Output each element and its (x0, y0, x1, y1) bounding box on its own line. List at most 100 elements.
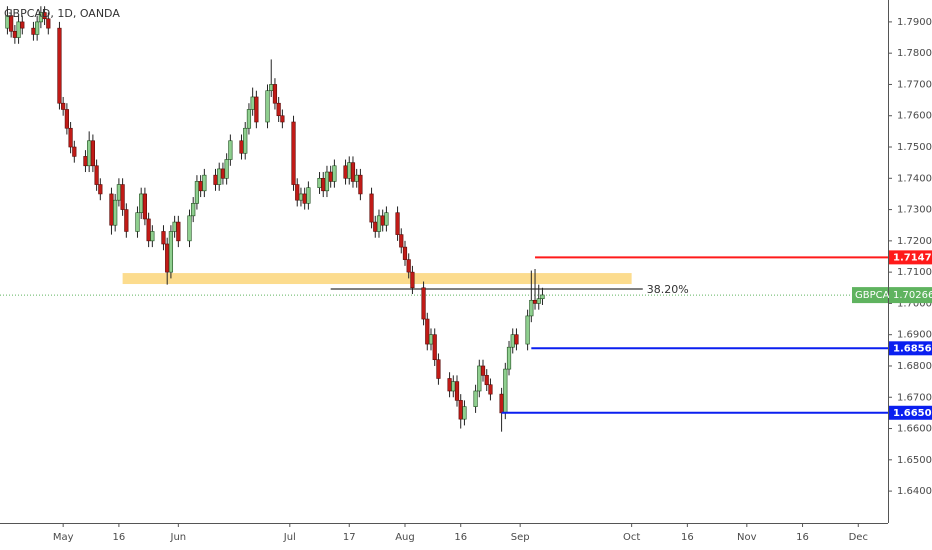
x-tick-label: 16 (113, 532, 126, 543)
candle-body (488, 384, 493, 395)
level-label: 1.68565 (893, 343, 932, 354)
candle-body (113, 199, 118, 226)
candle-body (250, 96, 255, 110)
x-tick-label: Jul (283, 532, 296, 543)
candle-body (142, 193, 148, 220)
candle-body (265, 90, 270, 123)
candle-body (454, 381, 460, 401)
candle-body (64, 109, 69, 129)
candle-body (358, 174, 363, 195)
candle-body (480, 365, 486, 376)
candle-body (228, 140, 233, 160)
candle-body (35, 21, 40, 35)
candle-body (139, 193, 144, 214)
candle-body (436, 359, 441, 379)
candle-body (380, 215, 385, 226)
candle-body (347, 162, 352, 179)
candle-body (324, 171, 330, 192)
level-tag (889, 250, 932, 265)
candle-body (213, 174, 218, 185)
candle-body (451, 381, 456, 392)
plot: 38.20% GBPCAD (0, 6, 897, 432)
x-tick-label: 17 (343, 532, 356, 543)
candle-body (306, 187, 311, 204)
candle-body (187, 215, 192, 242)
candle-body (302, 193, 307, 204)
candle-body (135, 212, 140, 232)
candle-body (116, 184, 121, 201)
candle-body (503, 368, 508, 414)
candle-body (298, 193, 304, 201)
candle-body (87, 140, 92, 167)
y-tick-label: 1.72000 (897, 236, 932, 247)
level-label: 1.71472 (893, 252, 932, 263)
x-tick-label: 16 (454, 532, 467, 543)
candle-body (254, 96, 259, 123)
y-tick-label: 1.64000 (897, 486, 932, 497)
chart-title: GBPCAD, 1D, OANDA (4, 7, 120, 20)
candle-body (328, 171, 333, 182)
candle-body (499, 393, 504, 414)
candle-body (317, 177, 322, 188)
candle-body (291, 121, 296, 185)
level-label: 1.66504 (893, 408, 932, 419)
candle-body (477, 365, 482, 392)
y-tick-label: 1.76000 (897, 111, 932, 122)
x-tick-label: Oct (623, 532, 640, 543)
candle-body (191, 203, 196, 217)
candle-body (514, 334, 519, 345)
candle-body (172, 221, 177, 232)
candle-body (239, 140, 244, 154)
candle-body (68, 127, 73, 148)
candle-body (402, 246, 408, 260)
x-tick-label: May (53, 532, 74, 543)
candle-body (12, 30, 17, 38)
y-tick-label: 1.71000 (897, 267, 932, 278)
x-tick-label: 16 (681, 532, 694, 543)
candle-body (376, 215, 382, 232)
x-tick-label: 16 (796, 532, 809, 543)
candle-body (124, 209, 129, 232)
candle-body (343, 165, 348, 179)
candle-body (462, 406, 467, 420)
candle-body (202, 174, 207, 192)
fib-label: 38.20% (647, 283, 689, 296)
candle-body (321, 177, 326, 192)
candle-body (432, 334, 437, 361)
candle-body (506, 346, 512, 370)
candle-body (224, 159, 229, 179)
last-price-label: 1.70266 (893, 290, 932, 301)
y-tick-label: 1.77000 (897, 79, 932, 90)
candle-body (428, 334, 434, 345)
candle-body (9, 15, 14, 32)
candle-body (161, 231, 166, 245)
candle-body (399, 234, 404, 248)
symbol-label: GBPCAD (855, 290, 897, 301)
candle-body (146, 218, 151, 242)
candle-body (332, 165, 337, 182)
support-zone (122, 273, 632, 285)
y-tick-label: 1.69000 (897, 330, 932, 341)
x-tick-label: Dec (849, 532, 868, 543)
y-tick-label: 1.68000 (897, 361, 932, 372)
candle-body (176, 221, 181, 242)
y-tick-label: 1.75000 (897, 142, 932, 153)
candle-body (42, 12, 47, 20)
candle-body (243, 127, 248, 154)
candle-body (529, 299, 534, 317)
candle-body (120, 184, 125, 210)
candle-body (83, 156, 88, 167)
candle-body (532, 299, 538, 304)
candle-body (536, 298, 541, 304)
y-tick-label: 1.66000 (897, 424, 932, 435)
y-tick-label: 1.70000 (897, 298, 932, 309)
candle-body (484, 375, 489, 386)
candle-body (373, 221, 378, 232)
candle-body (272, 84, 278, 104)
y-tick-label: 1.65000 (897, 455, 932, 466)
level-tag (889, 405, 932, 420)
candle-body (473, 390, 478, 407)
x-tick-label: Nov (737, 532, 757, 543)
